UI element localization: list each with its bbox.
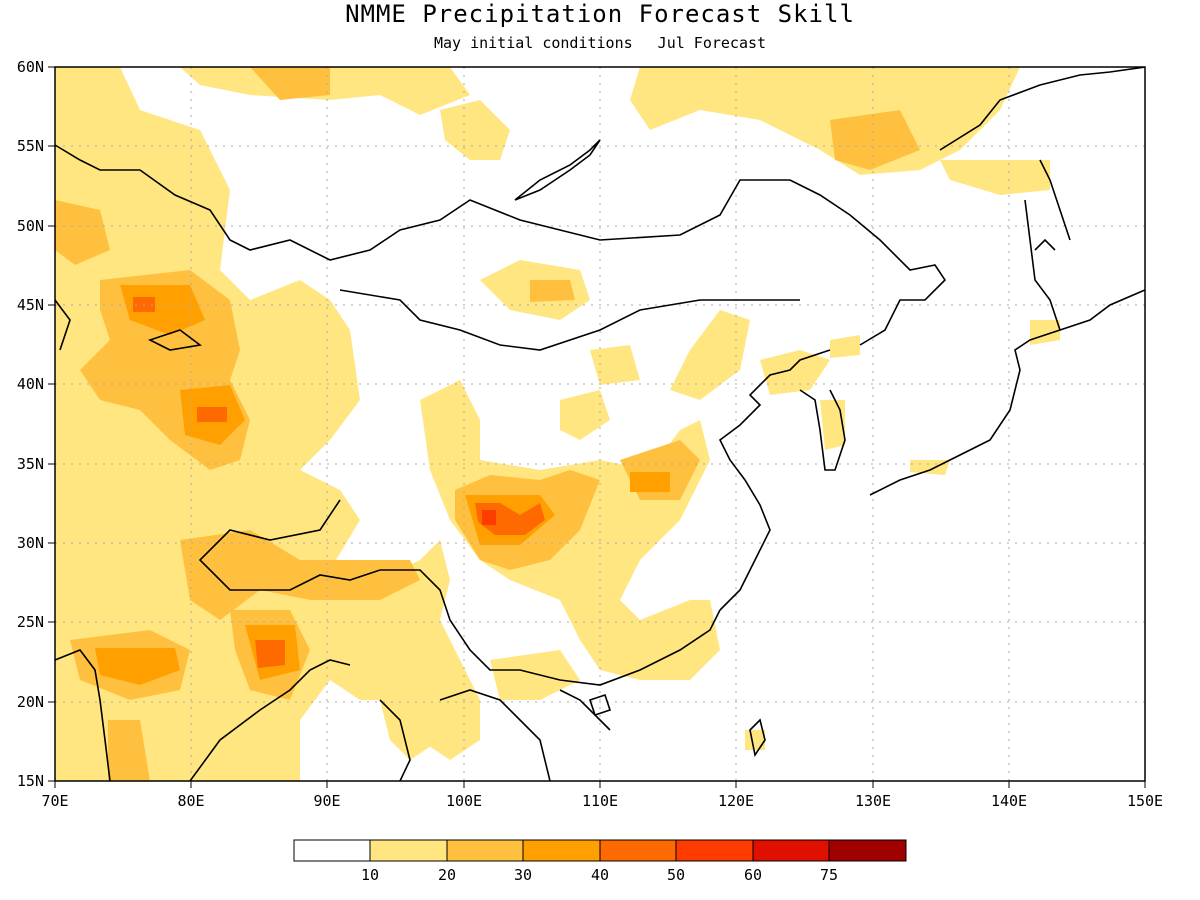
korea-coast [799,389,846,471]
lat-label: 60N [17,58,44,76]
axis-ticks [48,66,1146,788]
baikal-lake [514,139,601,201]
skill-area-bay [380,690,440,760]
colorbar-bin [446,839,524,862]
colorbar-bin [752,839,830,862]
skill-area-north-west [55,67,480,781]
skill-area-north-east [630,67,1020,175]
lon-label: 100E [446,792,482,810]
lon-label: 80E [177,792,204,810]
skill-area-north-east-2 [830,110,920,170]
skill-area-north-top [250,67,330,100]
colorbar-bin [828,839,907,862]
lon-labels: 70E 80E 90E 100E 110E 120E 130E 140E 150… [41,792,1163,810]
indochina-coast [379,689,611,781]
taiwan-coast [749,718,766,758]
hainan-coast [588,693,612,717]
skill-area-yangtze-core [630,472,670,492]
subtitle-initial-conditions: May initial conditions [433,34,633,52]
lon-label: 120E [718,792,754,810]
skill-area-lake [440,100,510,160]
skill-area-india-south [108,720,150,781]
lat-label: 35N [17,455,44,473]
skill-area-center-west [590,345,640,385]
colorbar-bin [293,839,371,862]
lat-label: 50N [17,217,44,235]
skill-area-bohai [760,350,830,395]
china-mongolia-border [339,289,800,351]
colorbar-tick-label: 75 [820,866,838,884]
lat-label: 30N [17,534,44,552]
skill-area-manchuria [670,310,750,400]
skill-area-hokkaido [1030,320,1060,345]
skill-area-taiwan [745,730,765,750]
skill-area-nw-edge [55,200,110,265]
skill-area-north-china [560,390,610,440]
skill-area-kamchatka [940,160,1050,195]
india-coast [55,649,111,781]
grid [55,67,1145,781]
colorbar-tick-label: 10 [361,866,379,884]
caspian-coast [55,299,71,351]
china-east-coast [718,349,831,611]
balkhash-lake [147,329,202,351]
colorbar-bin [369,839,448,862]
hokkaido-coast [1059,289,1145,331]
lat-label: 45N [17,296,44,314]
lon-label: 110E [582,792,618,810]
colorbar-tick-label: 20 [438,866,456,884]
skill-area-south-china [490,650,580,700]
lon-label: 130E [855,792,891,810]
skill-area-mongolia-2 [530,280,575,302]
map-subtitle: May initial conditions Jul Forecast [0,34,1200,52]
colorbar: 10 20 30 40 50 60 75 [293,839,907,884]
subtitle-forecast-month: Jul Forecast [657,34,767,52]
skill-area-mongolia-east [830,335,860,358]
lat-label: 15N [17,772,44,790]
okhotsk-coast [939,67,1145,151]
russia-china-border [55,144,947,346]
india-east-coast [189,659,351,781]
lat-label: 20N [17,693,44,711]
lat-label: 25N [17,613,44,631]
lon-label: 70E [41,792,68,810]
lon-label: 150E [1127,792,1163,810]
colorbar-tick-label: 50 [667,866,685,884]
japan-coast [869,199,1062,496]
lon-label: 140E [991,792,1027,810]
lat-labels: 60N 55N 50N 45N 40N 35N 30N 25N 20N 15N [17,58,44,790]
skill-area-kashgar-peak [197,407,227,422]
colorbar-bin [522,839,601,862]
skill-field [55,67,1060,781]
lon-label: 90E [313,792,340,810]
skill-area-india-core [95,648,180,685]
lat-label: 55N [17,137,44,155]
colorbar-tick-label: 30 [514,866,532,884]
coastlines [55,67,1145,781]
colorbar-bin [599,839,677,862]
china-south-border [198,499,721,686]
sakhalin-coast [1039,159,1071,241]
skill-area-korea [820,400,845,450]
skill-area-ganges-peak [255,640,285,668]
colorbar-bin [675,839,754,862]
colorbar-tick-label: 60 [744,866,762,884]
skill-area-himalaya [180,530,420,620]
map-title: NMME Precipitation Forecast Skill [345,0,855,28]
skill-area-sichuan-max [482,510,496,525]
lat-label: 40N [17,375,44,393]
colorbar-tick-label: 40 [591,866,609,884]
